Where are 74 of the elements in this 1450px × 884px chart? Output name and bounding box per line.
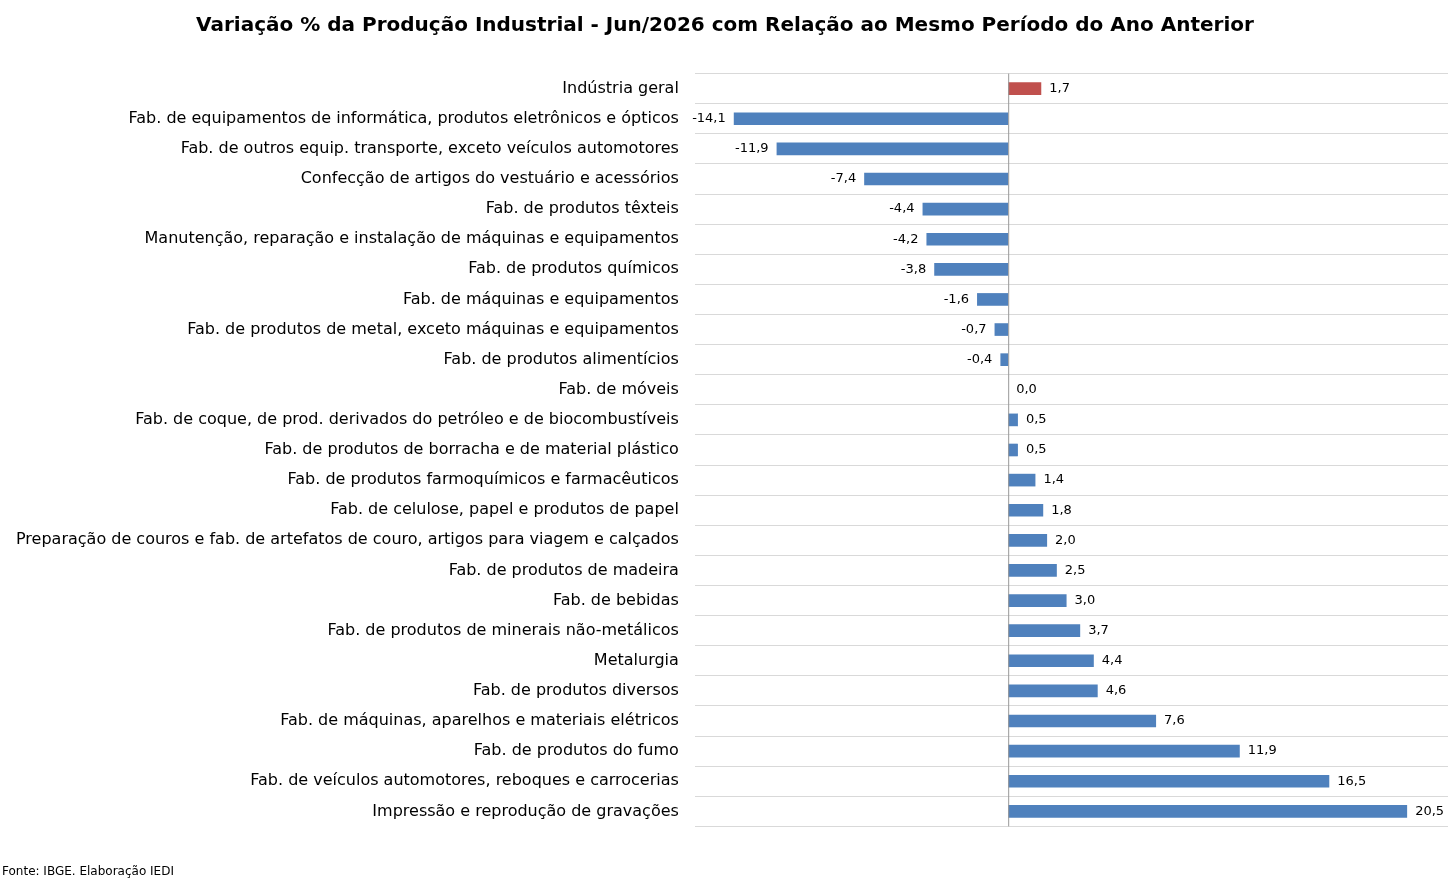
y-tick-label: Fab. de produtos alimentícios: [443, 348, 679, 368]
y-tick-label: Fab. de produtos de madeira: [448, 559, 679, 579]
bar: [1008, 744, 1240, 758]
y-tick-label: Fab. de veículos automotores, reboques e carrocerias: [250, 770, 679, 790]
data-label: 2,5: [1064, 561, 1086, 577]
data-label: -11,9: [734, 140, 769, 156]
bar: [1008, 714, 1157, 728]
bar: [1000, 353, 1009, 366]
bar: [994, 323, 1009, 336]
bar: [1008, 473, 1036, 487]
data-label: 2,0: [1055, 531, 1076, 547]
data-label: -4,4: [889, 200, 915, 216]
source-note: Fonte: IBGE. Elaboração IEDI: [2, 864, 174, 878]
bar: [977, 293, 1009, 306]
y-tick-label: Fab. de produtos diversos: [473, 680, 679, 700]
data-label: 3,7: [1088, 622, 1109, 638]
bar: [926, 232, 1009, 246]
data-label: 4,6: [1105, 682, 1127, 698]
bar: [1008, 805, 1408, 818]
bar: [1008, 654, 1094, 668]
bar: [1008, 774, 1330, 788]
y-tick-label: Fab. de celulose, papel e produtos de papel: [330, 499, 679, 519]
data-label: -7,4: [830, 170, 857, 186]
bar: [1008, 684, 1098, 698]
data-label: 20,5: [1415, 802, 1445, 818]
y-tick-label: Manutenção, reparação e instalação de máquinas e equipamentos: [144, 228, 679, 248]
y-tick-label: Fab. de produtos de borracha e de material plástico: [264, 439, 679, 459]
y-tick-label: Fab. de coque, de prod. derivados do petróleo e de biocombustíveis: [135, 409, 679, 429]
data-label: 0,0: [1016, 381, 1037, 397]
bar: [864, 172, 1009, 186]
data-label: -0,4: [967, 351, 993, 367]
chart-title: Variação % da Produção Industrial - Jun/2026 com Relação ao Mesmo Período do Ano Anterior: [195, 12, 1255, 36]
y-tick-label: Fab. de produtos têxteis: [485, 198, 679, 218]
bar: [922, 202, 1009, 216]
data-label: -1,6: [943, 290, 970, 306]
y-tick-label: Metalurgia: [593, 649, 679, 669]
bar: [1008, 534, 1048, 547]
bar: [776, 142, 1009, 156]
y-tick-label: Fab. de outros equip. transporte, exceto veículos automotores: [180, 138, 679, 158]
bar: [1008, 624, 1081, 637]
data-label: 11,9: [1247, 742, 1277, 758]
data-label: -3,8: [900, 260, 927, 276]
data-label: -14,1: [692, 110, 726, 126]
y-tick-label: Fab. de produtos de metal, exceto máquinas e equipamentos: [187, 318, 679, 338]
data-label: 0,5: [1025, 411, 1047, 427]
data-label: -0,7: [961, 320, 987, 336]
bar: [1008, 564, 1057, 577]
y-tick-label: Preparação de couros e fab. de artefatos de couro, artigos para viagem e calçados: [16, 529, 679, 549]
data-label: 1,4: [1043, 471, 1065, 487]
y-tick-label: Fab. de móveis: [558, 378, 679, 398]
data-label: 1,8: [1051, 501, 1072, 517]
y-tick-label: Fab. de produtos de minerais não-metálicos: [327, 619, 679, 639]
data-label: 16,5: [1337, 772, 1367, 788]
y-tick-label: Impressão e reprodução de gravações: [372, 800, 679, 820]
y-tick-label: Confecção de artigos do vestuário e acessórios: [300, 168, 679, 188]
y-tick-label: Fab. de bebidas: [553, 589, 679, 609]
y-tick-label: Fab. de máquinas, aparelhos e materiais elétricos: [280, 710, 679, 730]
data-label: 1,7: [1049, 80, 1070, 96]
y-tick-label: Fab. de máquinas e equipamentos: [402, 288, 679, 308]
bar: [1008, 503, 1044, 517]
data-label: 4,4: [1101, 652, 1123, 668]
y-tick-label: Fab. de equipamentos de informática, produtos eletrônicos e ópticos: [128, 107, 679, 127]
data-label: -4,2: [893, 230, 919, 246]
data-label: 0,5: [1025, 441, 1047, 457]
data-label: 3,0: [1074, 591, 1096, 607]
y-tick-label: Indústria geral: [562, 77, 679, 97]
bar: [1008, 594, 1067, 607]
y-tick-label: Fab. de produtos farmoquímicos e farmacêuticos: [287, 469, 679, 489]
bar: [934, 263, 1009, 276]
y-tick-label: Fab. de produtos do fumo: [473, 740, 679, 760]
bar: [1008, 82, 1042, 95]
y-tick-label: Fab. de produtos químicos: [468, 258, 679, 278]
bar: [733, 112, 1009, 126]
data-label: 7,6: [1164, 712, 1185, 728]
